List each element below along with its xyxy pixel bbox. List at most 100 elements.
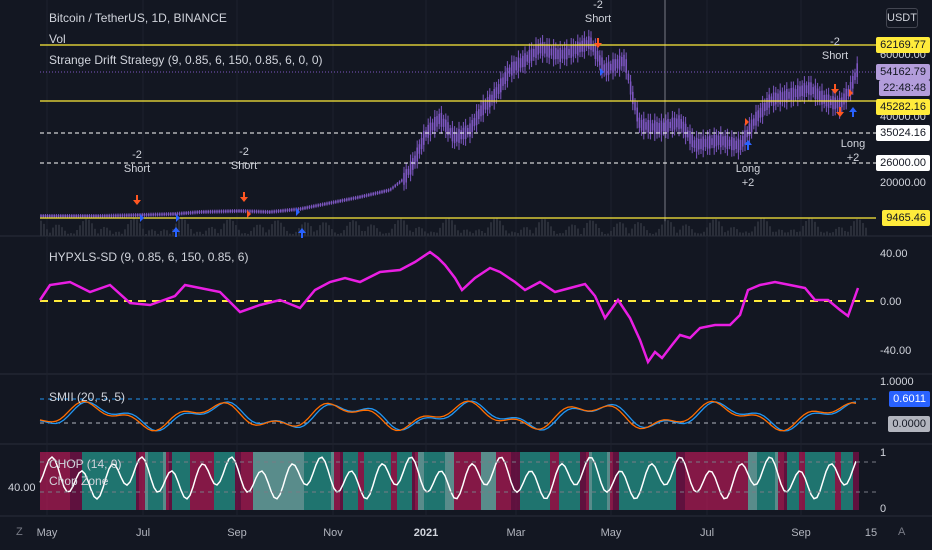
- candle-body: [781, 92, 784, 102]
- volume-bar: [82, 221, 84, 236]
- chop-zone-bar: [337, 452, 340, 510]
- chop-zone-bar: [322, 452, 325, 510]
- volume-bar: [70, 233, 72, 236]
- chop-zone-bar: [124, 452, 127, 510]
- chop-axis-label: 0: [880, 503, 887, 515]
- volume-bar: [109, 230, 111, 236]
- volume-bar: [610, 230, 612, 236]
- chop-zone-bar: [202, 452, 205, 510]
- chop-zone-bar: [379, 452, 382, 510]
- chop-zone-bar: [484, 452, 487, 510]
- chop-zone-bar: [229, 452, 232, 510]
- chop-zone-bar: [169, 452, 172, 510]
- hypxls-axis-label: 40.00: [880, 248, 908, 260]
- hypxls-label[interactable]: HYPXLS-SD (9, 0.85, 6, 150, 0.85, 6): [49, 250, 249, 264]
- volume-bar: [544, 219, 546, 236]
- chop-zone-bar: [268, 452, 271, 510]
- volume-bar: [367, 226, 369, 236]
- volume-bar: [853, 221, 855, 236]
- volume-bar: [88, 219, 90, 236]
- volume-bar: [811, 218, 813, 236]
- volume-bar: [319, 225, 321, 236]
- volume-bar: [658, 228, 660, 236]
- chop-zone-bar: [820, 452, 823, 510]
- candle-body: [203, 210, 205, 213]
- candle-body: [141, 213, 143, 216]
- chop-zone-bar: [364, 452, 367, 510]
- volume-bar: [739, 232, 741, 236]
- volume-bar: [391, 228, 393, 236]
- chop-label[interactable]: CHOP (14, 0): [49, 457, 122, 471]
- candle-body: [616, 59, 619, 69]
- auto-scale-button[interactable]: A: [898, 526, 906, 538]
- smii-label[interactable]: SMII (20, 5, 5): [49, 390, 126, 404]
- volume-bar: [703, 231, 705, 236]
- volume-bar: [202, 233, 204, 236]
- candle-body: [264, 210, 267, 213]
- chop-zone-bar: [826, 452, 829, 510]
- volume-bar: [397, 220, 399, 236]
- volume-bar: [841, 227, 843, 236]
- chop-zone-bar: [67, 452, 70, 510]
- candle-body: [530, 48, 533, 61]
- volume-bar: [523, 227, 525, 236]
- volume-label[interactable]: Vol: [49, 32, 66, 46]
- chop-zone-bar: [709, 452, 712, 510]
- chop-zone-bar: [307, 452, 310, 510]
- volume-bar: [865, 227, 867, 236]
- chop-zone-bar: [844, 452, 847, 510]
- candle-body: [198, 211, 201, 214]
- chop-zone-bar: [358, 452, 361, 510]
- volume-bar: [133, 218, 135, 236]
- chop-zone-bar: [142, 452, 145, 510]
- candle-body: [420, 137, 423, 150]
- candle-body: [350, 197, 352, 200]
- chop-zone-bar: [298, 452, 301, 510]
- volume-bar: [652, 233, 654, 236]
- chop-zone-bar: [628, 452, 631, 510]
- chop-zone-bar: [562, 452, 565, 510]
- chop-zone-bar: [586, 452, 589, 510]
- chop-zone-bar: [292, 452, 295, 510]
- chop-zone-bar: [634, 452, 637, 510]
- chop-zone-bar: [781, 452, 784, 510]
- currency-button[interactable]: USDT: [886, 8, 918, 28]
- candle-body: [495, 87, 498, 99]
- candle-body: [343, 199, 346, 202]
- chop-zone-bar: [721, 452, 724, 510]
- volume-bar: [766, 221, 768, 236]
- candle-body: [370, 193, 372, 196]
- volume-bar: [172, 229, 174, 236]
- candle-body: [401, 179, 403, 182]
- volume-bar: [190, 229, 192, 236]
- chop-zone-bar: [850, 452, 853, 510]
- volume-bar: [196, 231, 198, 236]
- volume-bar: [520, 229, 522, 236]
- volume-bar: [217, 233, 219, 236]
- candle-body: [181, 212, 183, 215]
- strategy-label[interactable]: Strange Drift Strategy (9, 0.85, 6, 150,…: [49, 53, 323, 67]
- volume-bar: [856, 218, 858, 236]
- volume-bar: [259, 224, 261, 236]
- chop-zone-bar: [262, 452, 265, 510]
- timezone-button[interactable]: Z: [16, 526, 23, 538]
- volume-bar: [343, 230, 345, 236]
- volume-bar: [256, 224, 258, 236]
- candle-body: [559, 47, 561, 62]
- volume-bar: [529, 229, 531, 236]
- candle-body: [299, 207, 302, 210]
- chop-zone-bar: [295, 452, 298, 510]
- volume-bar: [388, 232, 390, 236]
- candle-body: [682, 121, 685, 133]
- volume-bar: [283, 226, 285, 236]
- chop-zone-bar: [688, 452, 691, 510]
- volume-bar: [709, 222, 711, 236]
- candle-body: [805, 85, 808, 94]
- volume-bar: [406, 224, 408, 236]
- volume-bar: [682, 225, 684, 236]
- volume-bar: [223, 223, 225, 236]
- volume-bar: [76, 229, 78, 236]
- candle-body: [775, 92, 777, 105]
- chop-zone-label[interactable]: Chop Zone: [49, 474, 109, 488]
